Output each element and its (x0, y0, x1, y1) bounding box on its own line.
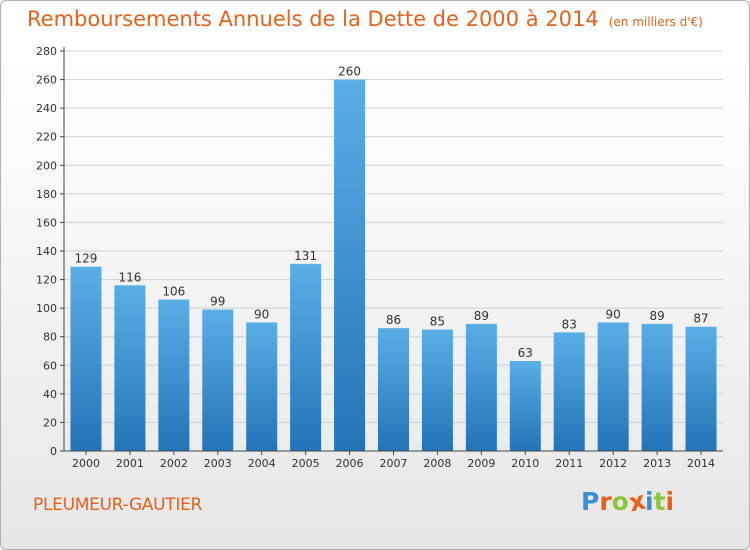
x-tick-label: 2007 (380, 457, 408, 470)
x-tick-label: 2003 (204, 457, 232, 470)
y-tick-label: 260 (36, 74, 57, 87)
x-tick-label: 2002 (160, 457, 188, 470)
bar-2004 (246, 322, 278, 451)
logo-letter: t (653, 487, 666, 516)
chart-title: Remboursements Annuels de la Dette de 20… (27, 7, 703, 31)
bar-2005 (290, 263, 322, 451)
bar-2000 (70, 266, 102, 451)
x-tick-label: 2000 (72, 457, 100, 470)
x-tick-label: 2012 (599, 457, 627, 470)
bar-2003 (202, 309, 234, 451)
bar-2001 (114, 285, 146, 451)
data-label: 63 (518, 346, 533, 360)
y-tick-label: 60 (43, 359, 57, 372)
y-tick-label: 200 (36, 159, 57, 172)
x-tick-label: 2011 (555, 457, 583, 470)
bar-2002 (158, 299, 190, 451)
data-label: 89 (649, 309, 664, 323)
logo-letter: P (581, 487, 600, 516)
chart-subtitle: (en milliers d'€) (608, 15, 703, 29)
y-tick-label: 0 (50, 445, 57, 458)
data-label: 99 (210, 295, 225, 309)
bar-2011 (553, 332, 585, 451)
logo-letter: r (599, 487, 612, 516)
data-label: 260 (338, 65, 361, 79)
x-tick-label: 2010 (511, 457, 539, 470)
x-tick-label: 2013 (643, 457, 671, 470)
y-tick-label: 280 (36, 45, 57, 58)
x-tick-label: 2008 (423, 457, 451, 470)
bar-2007 (378, 328, 409, 451)
data-label: 129 (75, 252, 98, 266)
logo-letter: i (645, 487, 654, 516)
y-tick-label: 100 (36, 302, 57, 315)
x-tick-label: 2006 (336, 457, 364, 470)
bar-2010 (509, 361, 541, 451)
x-tick-label: 2014 (687, 457, 715, 470)
y-tick-label: 80 (43, 331, 57, 344)
x-tick-label: 2001 (116, 457, 144, 470)
logo-letter: o (611, 487, 629, 516)
data-label: 87 (693, 312, 708, 326)
data-label: 86 (386, 313, 401, 327)
data-label: 106 (162, 285, 185, 299)
bar-2009 (465, 323, 497, 451)
y-tick-label: 220 (36, 131, 57, 144)
bar-2013 (641, 323, 673, 451)
y-tick-label: 180 (36, 188, 57, 201)
bar-2006 (334, 79, 366, 452)
data-label: 85 (430, 315, 445, 329)
x-tick-label: 2005 (292, 457, 320, 470)
bar-2012 (597, 322, 629, 451)
chart-title-text: Remboursements Annuels de la Dette de 20… (27, 7, 599, 31)
data-label: 131 (294, 249, 317, 263)
y-tick-label: 140 (36, 245, 57, 258)
data-label: 83 (562, 317, 577, 331)
x-tick-label: 2009 (467, 457, 495, 470)
x-tick-label: 2004 (248, 457, 276, 470)
data-label: 90 (606, 307, 621, 321)
bar-2008 (421, 329, 453, 451)
data-label: 116 (118, 270, 141, 284)
y-tick-label: 20 (43, 416, 57, 429)
data-label: 90 (254, 307, 269, 321)
proxiti-logo: Proxiti (581, 486, 675, 518)
y-tick-label: 40 (43, 388, 57, 401)
y-tick-label: 240 (36, 102, 57, 115)
data-label: 89 (474, 309, 489, 323)
logo-letter: i (665, 487, 675, 516)
commune-name: PLEUMEUR-GAUTIER (33, 495, 203, 515)
y-tick-label: 120 (36, 274, 57, 287)
bar-2014 (685, 326, 717, 451)
y-tick-label: 160 (36, 216, 57, 229)
